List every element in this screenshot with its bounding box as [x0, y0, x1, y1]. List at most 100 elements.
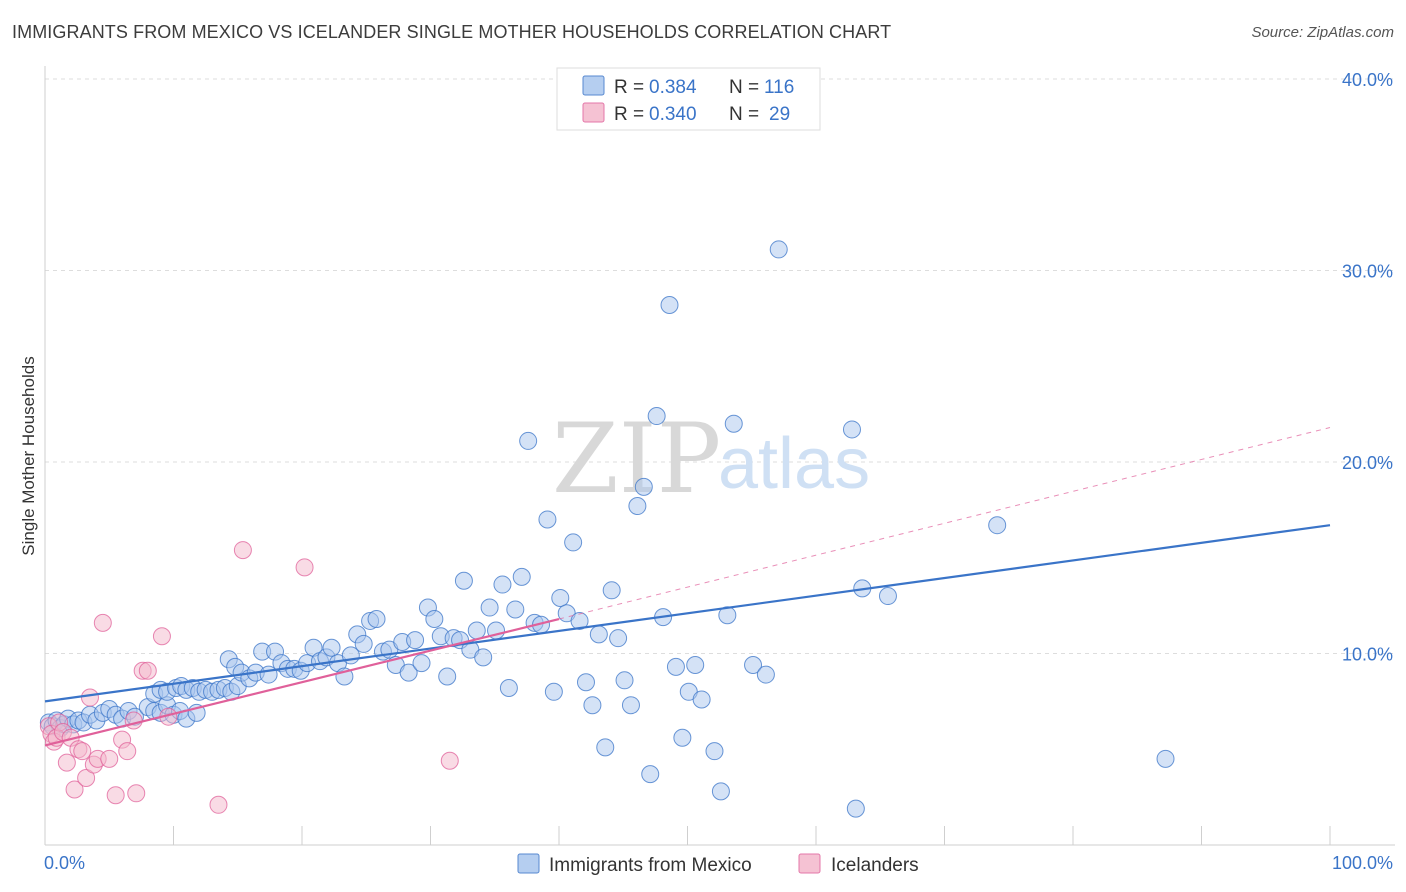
chart-title: IMMIGRANTS FROM MEXICO VS ICELANDER SING… — [12, 22, 892, 42]
legend-n-label-icelanders: N = — [729, 104, 759, 125]
point-mexico — [367, 610, 386, 629]
point-mexico — [988, 516, 1007, 535]
gridlines — [45, 78, 1395, 654]
point-mexico — [666, 657, 685, 676]
point-mexico — [512, 567, 531, 586]
point-mexico — [673, 728, 692, 747]
point-mexico — [406, 631, 425, 650]
point-mexico — [628, 497, 647, 516]
point-mexico — [692, 690, 711, 709]
data-points — [39, 240, 1175, 818]
point-icelanders — [73, 742, 92, 761]
point-icelanders — [124, 711, 143, 730]
point-mexico — [425, 610, 444, 629]
legend-swatch-mexico — [582, 75, 605, 96]
source-credit: Source: ZipAtlas.com — [1251, 24, 1394, 41]
point-mexico — [538, 510, 557, 529]
point-icelanders — [440, 751, 459, 770]
point-mexico — [705, 742, 724, 761]
point-icelanders — [138, 661, 157, 680]
point-mexico — [589, 625, 608, 644]
point-mexico — [615, 671, 634, 690]
point-icelanders — [295, 558, 314, 577]
point-mexico — [583, 696, 602, 715]
point-icelanders — [106, 786, 125, 805]
point-mexico — [711, 782, 730, 801]
watermark: ZIP atlas — [552, 403, 870, 515]
point-mexico — [842, 420, 861, 439]
y-axis-title: Single Mother Households — [19, 356, 38, 555]
legend-n-label-mexico: N = — [729, 77, 759, 98]
trend-line-icelanders — [44, 617, 560, 747]
point-mexico — [564, 533, 583, 552]
point-mexico — [354, 634, 373, 653]
series-swatch-mexico — [517, 853, 540, 874]
point-mexico — [724, 414, 743, 433]
point-mexico — [718, 606, 737, 625]
point-mexico — [454, 571, 473, 590]
point-mexico — [1156, 749, 1175, 768]
point-mexico — [412, 654, 431, 673]
series-legend: Immigrants from Mexico Icelanders — [517, 853, 919, 876]
point-mexico — [399, 663, 418, 682]
point-mexico — [596, 738, 615, 757]
point-mexico — [474, 648, 493, 667]
y-tick-label: 10.0% — [1342, 645, 1393, 665]
point-mexico — [467, 621, 486, 640]
point-mexico — [570, 611, 589, 630]
point-mexico — [744, 655, 763, 674]
point-mexico — [609, 629, 628, 648]
point-mexico — [647, 407, 666, 426]
point-icelanders — [233, 541, 252, 560]
point-mexico — [551, 588, 570, 607]
series-label-icelanders: Icelanders — [831, 855, 919, 876]
point-mexico — [846, 799, 865, 818]
stats-legend: R = 0.384 N = 116 R = 0.340 N = 29 — [556, 67, 821, 131]
x-tick-label-max: 100.0% — [1332, 853, 1393, 873]
point-icelanders — [118, 742, 137, 761]
point-icelanders — [80, 688, 99, 707]
watermark-atlas: atlas — [718, 424, 870, 504]
point-mexico — [506, 600, 525, 619]
point-icelanders — [100, 749, 119, 768]
point-mexico — [322, 638, 341, 657]
y-tick-label: 30.0% — [1342, 262, 1393, 282]
legend-n-value-mexico: 116 — [764, 77, 794, 98]
axes: 10.0% 20.0% 30.0% 40.0% 0.0% 100.0% — [44, 66, 1395, 873]
y-tick-label: 20.0% — [1342, 453, 1393, 473]
watermark-zip: ZIP — [552, 403, 721, 515]
point-icelanders — [152, 627, 171, 646]
trend-lines — [44, 427, 1331, 747]
point-mexico — [480, 598, 499, 617]
point-icelanders — [127, 784, 146, 803]
point-icelanders — [93, 613, 112, 632]
point-mexico — [438, 667, 457, 686]
point-icelanders — [65, 780, 84, 799]
legend-r-label-mexico: R = — [614, 77, 644, 98]
point-mexico — [519, 431, 538, 450]
point-mexico — [576, 673, 595, 692]
trend-extension-icelanders — [558, 427, 1331, 620]
point-icelanders — [77, 768, 96, 787]
point-mexico — [878, 587, 897, 606]
point-mexico — [686, 655, 705, 674]
point-mexico — [499, 678, 518, 697]
point-mexico — [493, 575, 512, 594]
legend-r-label-icelanders: R = — [614, 104, 644, 125]
legend-n-value-icelanders: 29 — [769, 104, 790, 125]
point-mexico — [634, 477, 653, 496]
point-icelanders — [209, 795, 228, 814]
series-swatch-icelanders — [798, 853, 821, 874]
point-mexico — [756, 665, 775, 684]
point-mexico — [544, 682, 563, 701]
series-label-mexico: Immigrants from Mexico — [549, 855, 752, 876]
point-mexico — [769, 240, 788, 259]
legend-r-value-mexico: 0.384 — [649, 77, 697, 98]
point-mexico — [660, 295, 679, 314]
point-mexico — [621, 696, 640, 715]
point-mexico — [602, 581, 621, 600]
legend-r-value-icelanders: 0.340 — [649, 104, 697, 125]
legend-swatch-icelanders — [582, 102, 605, 123]
point-mexico — [641, 765, 660, 784]
